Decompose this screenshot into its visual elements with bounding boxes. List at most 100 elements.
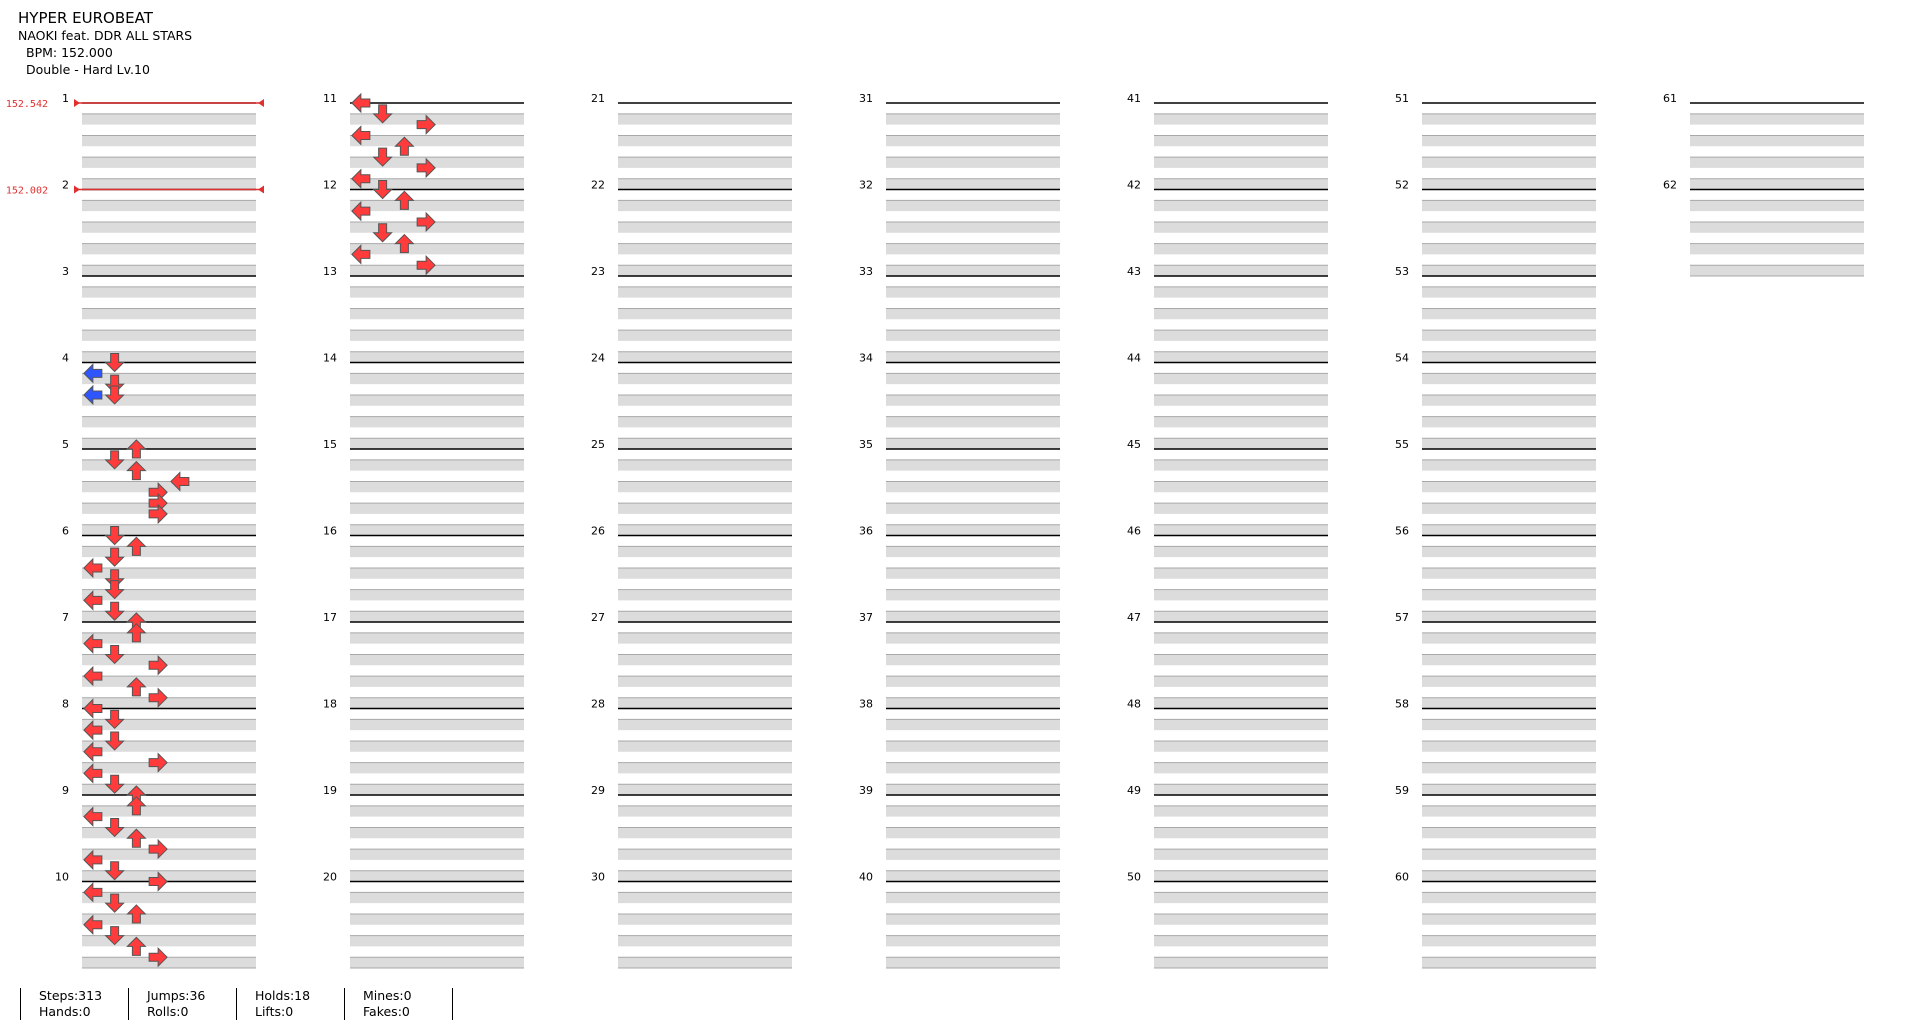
down-arrow-icon xyxy=(104,580,125,600)
measure-stripe xyxy=(350,805,524,817)
measure-stripe xyxy=(886,265,1060,276)
measure-stripe xyxy=(350,157,524,168)
left-arrow-icon xyxy=(351,125,371,146)
left-arrow-icon xyxy=(83,719,103,741)
measure-stripe xyxy=(82,740,256,752)
measure-stripe xyxy=(82,697,256,709)
measure-number: 16 xyxy=(323,525,337,538)
measure-stripe xyxy=(1422,546,1596,558)
stat-mines-fakes: Mines:0 Fakes:0 xyxy=(344,988,463,1020)
measure-stripe xyxy=(1422,265,1596,276)
measure-stripe xyxy=(886,157,1060,168)
measure-stripe xyxy=(886,546,1060,558)
measure-stripe xyxy=(1422,503,1596,514)
measure-stripe xyxy=(350,308,524,320)
measure-number: 53 xyxy=(1395,265,1409,278)
measure-stripe xyxy=(82,913,256,925)
measure-stripe xyxy=(1154,113,1328,125)
measure-stripe xyxy=(82,719,256,731)
measure-stripe xyxy=(350,481,524,493)
measure-number: 18 xyxy=(323,698,337,711)
measure-stripe xyxy=(82,157,256,168)
measure-number: 9 xyxy=(62,784,69,797)
measure-stripe xyxy=(618,805,792,817)
measure-number: 17 xyxy=(323,611,337,624)
measure-stripe xyxy=(618,308,792,320)
measure-stripe xyxy=(886,784,1060,795)
down-arrow-icon xyxy=(104,644,125,665)
stat-steps: Steps:313 xyxy=(39,988,103,1003)
measure-stripe xyxy=(618,589,792,601)
measure-stripe xyxy=(886,697,1060,709)
measure-number: 44 xyxy=(1127,352,1141,365)
measure-number: 11 xyxy=(323,92,337,105)
measure-stripe xyxy=(886,611,1060,622)
measure-number: 43 xyxy=(1127,265,1141,278)
measure-stripe xyxy=(350,740,524,752)
measure-stripe xyxy=(350,373,524,385)
measure-stripe xyxy=(886,438,1060,449)
measure-stripe xyxy=(1422,200,1596,212)
measure-stripe xyxy=(350,676,524,687)
up-arrow-icon xyxy=(126,623,147,643)
measure-number: 1 xyxy=(62,92,69,105)
measure-stripe xyxy=(350,957,524,968)
measure-stripe xyxy=(1422,762,1596,774)
measure-stripe xyxy=(350,286,524,298)
stat-steps-hands: Steps:313 Hands:0 xyxy=(20,988,139,1020)
measure-stripe xyxy=(618,632,792,644)
measure-stripe xyxy=(886,654,1060,666)
bpm-change-label: 152.542 xyxy=(6,99,48,110)
measure-stripe xyxy=(886,589,1060,601)
measure-stripe xyxy=(886,892,1060,904)
measure-stripe xyxy=(82,827,256,839)
measure-stripe xyxy=(82,762,256,774)
bpm-marker-end xyxy=(258,185,264,194)
right-arrow-icon xyxy=(416,114,436,135)
measure-stripe xyxy=(618,221,792,233)
measure-stripe xyxy=(618,676,792,687)
measure-stripe xyxy=(886,416,1060,428)
measure-stripe xyxy=(1690,157,1864,168)
measure-stripe xyxy=(1154,286,1328,298)
left-arrow-icon xyxy=(83,384,103,406)
left-arrow-icon xyxy=(83,633,103,654)
measure-stripe xyxy=(350,546,524,558)
measure-stripe xyxy=(1422,286,1596,298)
measure-stripe xyxy=(618,373,792,385)
measure-stripe xyxy=(350,632,524,644)
measure-stripe xyxy=(1154,762,1328,774)
measure-stripe xyxy=(82,330,256,341)
measure-stripe xyxy=(82,135,256,147)
measure-number: 51 xyxy=(1395,92,1409,105)
measure-stripe xyxy=(886,373,1060,385)
measure-stripe xyxy=(1154,157,1328,168)
measure-stripe xyxy=(1154,394,1328,406)
measure-number: 54 xyxy=(1395,352,1409,365)
measure-number: 10 xyxy=(55,871,69,884)
measure-stripe xyxy=(886,394,1060,406)
measure-stripe xyxy=(618,740,792,752)
measure-number: 52 xyxy=(1395,179,1409,192)
up-arrow-icon xyxy=(394,190,415,210)
down-arrow-icon xyxy=(104,526,125,546)
up-arrow-icon xyxy=(126,460,147,481)
measure-stripe xyxy=(886,957,1060,968)
up-arrow-icon xyxy=(126,439,147,459)
measure-stripe xyxy=(886,567,1060,579)
measure-stripe xyxy=(82,654,256,666)
measure-stripe xyxy=(618,546,792,558)
measure-number: 25 xyxy=(591,438,605,451)
measure-stripe xyxy=(886,849,1060,860)
measure-stripe xyxy=(1154,524,1328,536)
measure-stripe xyxy=(350,611,524,622)
bpm-marker-end xyxy=(258,99,264,107)
measure-stripe xyxy=(618,243,792,255)
measure-stripe xyxy=(1154,503,1328,514)
right-arrow-icon xyxy=(148,838,168,860)
measure-stripe xyxy=(886,524,1060,536)
measure-stripe xyxy=(618,265,792,276)
left-arrow-icon xyxy=(83,665,103,687)
measure-stripe xyxy=(82,438,256,449)
left-arrow-icon xyxy=(351,244,371,265)
